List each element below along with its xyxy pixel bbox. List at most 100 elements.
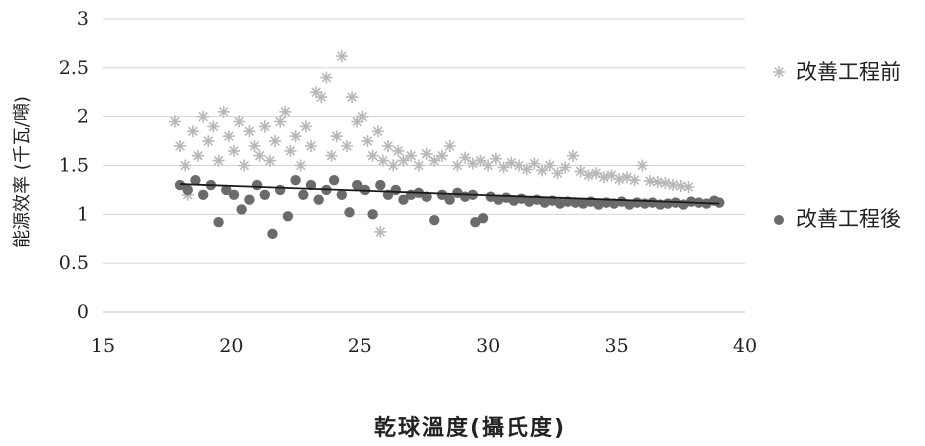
point-before bbox=[559, 161, 572, 174]
point-after bbox=[714, 197, 725, 208]
point-after bbox=[336, 189, 348, 200]
point-after bbox=[267, 228, 278, 240]
point-before bbox=[436, 149, 448, 162]
point-before bbox=[392, 144, 405, 157]
point-before bbox=[284, 144, 297, 157]
grid bbox=[103, 18, 745, 313]
point-before bbox=[325, 149, 338, 162]
point-before bbox=[305, 140, 317, 152]
point-before bbox=[289, 130, 302, 143]
point-before bbox=[310, 86, 323, 99]
point-before bbox=[566, 149, 579, 162]
point-before bbox=[228, 144, 240, 157]
point-before bbox=[628, 174, 641, 187]
point-before bbox=[202, 135, 215, 148]
point-before bbox=[667, 179, 680, 191]
y-tick-label: 2.5 bbox=[59, 57, 89, 79]
point-after bbox=[305, 179, 317, 191]
legend-marker-before bbox=[773, 66, 785, 78]
point-before bbox=[528, 157, 541, 170]
point-after bbox=[328, 174, 340, 186]
point-after bbox=[174, 179, 186, 191]
point-before bbox=[505, 156, 518, 169]
x-tick-label: 30 bbox=[476, 335, 500, 357]
point-before bbox=[428, 154, 441, 167]
point-before bbox=[474, 154, 487, 167]
y-tick-label: 1 bbox=[77, 203, 89, 225]
x-tick-label: 35 bbox=[605, 335, 629, 357]
point-after bbox=[282, 211, 294, 222]
point-before bbox=[269, 135, 282, 148]
series-after bbox=[174, 174, 725, 240]
point-after bbox=[244, 194, 255, 205]
y-axis-title: 能源效率 (千瓦/噸) bbox=[12, 96, 33, 248]
legend: 改善工程前 改善工程後 bbox=[773, 60, 901, 231]
y-tick-label: 3 bbox=[77, 8, 89, 30]
point-before bbox=[361, 135, 374, 148]
point-after bbox=[344, 207, 355, 218]
point-after bbox=[190, 174, 201, 186]
point-before bbox=[520, 163, 533, 176]
point-before bbox=[341, 140, 353, 152]
point-before bbox=[279, 105, 292, 118]
point-before bbox=[330, 130, 343, 143]
point-before bbox=[197, 110, 210, 123]
point-after bbox=[375, 179, 386, 191]
point-after bbox=[228, 189, 240, 200]
y-tick-label: 0 bbox=[77, 301, 89, 323]
point-before bbox=[489, 152, 502, 165]
point-before bbox=[192, 149, 204, 162]
point-before bbox=[346, 91, 359, 104]
point-before bbox=[299, 120, 312, 133]
tick-labels: 0 0.5 1 1.5 2 2.5 3 15 20 25 30 35 40 bbox=[59, 8, 757, 357]
point-before bbox=[682, 181, 695, 193]
point-before bbox=[605, 169, 618, 182]
point-before bbox=[651, 176, 664, 189]
point-after bbox=[236, 204, 247, 215]
point-after bbox=[570, 197, 581, 208]
point-after bbox=[470, 216, 481, 228]
point-before bbox=[405, 149, 418, 162]
point-before bbox=[315, 91, 328, 104]
point-before bbox=[382, 140, 394, 152]
point-after bbox=[251, 179, 263, 191]
x-tick-label: 25 bbox=[348, 335, 372, 357]
point-before bbox=[253, 149, 266, 162]
point-after bbox=[685, 196, 697, 207]
point-before bbox=[551, 167, 564, 180]
point-after bbox=[259, 189, 270, 200]
trendline-path bbox=[180, 183, 720, 205]
point-before bbox=[186, 125, 199, 138]
point-before bbox=[597, 171, 610, 184]
point-after bbox=[352, 179, 363, 191]
point-before bbox=[513, 159, 525, 172]
point-before bbox=[659, 177, 672, 190]
point-before bbox=[366, 149, 379, 162]
point-after bbox=[313, 194, 324, 205]
point-after bbox=[221, 184, 232, 196]
point-before bbox=[387, 159, 400, 172]
point-before bbox=[466, 157, 479, 170]
point-before bbox=[412, 159, 425, 172]
point-after bbox=[452, 187, 463, 199]
point-before bbox=[243, 125, 256, 138]
point-after bbox=[274, 184, 286, 196]
point-before bbox=[397, 154, 410, 167]
point-before bbox=[574, 165, 587, 178]
legend-marker-after bbox=[774, 215, 784, 225]
point-before bbox=[443, 140, 456, 152]
point-before bbox=[258, 120, 271, 133]
point-before bbox=[351, 115, 364, 128]
point-after bbox=[398, 194, 409, 205]
point-after bbox=[290, 174, 301, 186]
point-before bbox=[613, 173, 626, 186]
x-tick-label: 15 bbox=[91, 335, 115, 357]
point-before bbox=[335, 50, 348, 63]
point-before bbox=[536, 164, 549, 177]
point-before bbox=[179, 159, 192, 172]
point-before bbox=[590, 167, 603, 180]
point-after bbox=[367, 209, 378, 220]
point-before bbox=[636, 159, 649, 172]
point-before bbox=[222, 130, 235, 143]
point-after bbox=[213, 216, 224, 228]
